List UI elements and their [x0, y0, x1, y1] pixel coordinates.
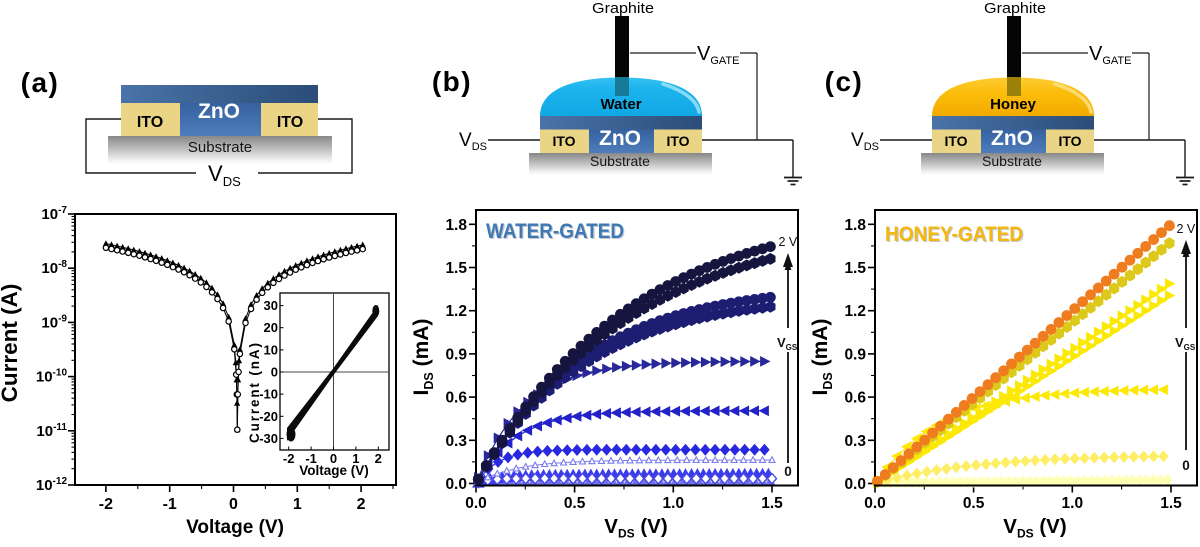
svg-text:ZnO: ZnO [198, 100, 240, 123]
svg-text:WATER-GATED: WATER-GATED [486, 220, 624, 243]
svg-text:Graphite: Graphite [984, 0, 1046, 17]
svg-text:0.0: 0.0 [844, 476, 866, 493]
svg-text:HONEY-GATED: HONEY-GATED [885, 223, 1023, 246]
svg-text:-30: -30 [259, 431, 278, 446]
svg-text:1: 1 [293, 496, 302, 513]
svg-text:Substrate: Substrate [982, 153, 1042, 169]
svg-text:1.8: 1.8 [445, 217, 467, 234]
svg-text:-20: -20 [259, 409, 278, 424]
svg-text:1.8: 1.8 [844, 217, 866, 234]
svg-text:(c): (c) [825, 66, 864, 97]
svg-text:VDS (V): VDS (V) [604, 515, 667, 541]
svg-text:0.6: 0.6 [445, 390, 467, 407]
svg-text:Current (A): Current (A) [0, 284, 22, 403]
svg-text:-2: -2 [283, 451, 295, 466]
svg-text:0.0: 0.0 [864, 495, 886, 512]
svg-text:0.9: 0.9 [844, 346, 866, 363]
svg-text:ZnO: ZnO [599, 127, 641, 150]
svg-text:-2: -2 [99, 496, 113, 513]
svg-text:(a): (a) [21, 67, 60, 98]
svg-text:Graphite: Graphite [592, 0, 654, 17]
svg-text:1: 1 [352, 451, 359, 466]
svg-text:1.5: 1.5 [1160, 495, 1182, 512]
svg-text:ZnO: ZnO [991, 127, 1033, 150]
svg-text:1.5: 1.5 [445, 260, 467, 277]
svg-text:0.3: 0.3 [844, 433, 866, 450]
svg-text:0.6: 0.6 [844, 390, 866, 407]
svg-text:ITO: ITO [552, 133, 575, 149]
svg-text:Voltage (V): Voltage (V) [186, 517, 284, 538]
svg-text:2 V: 2 V [1177, 222, 1196, 236]
svg-text:(b): (b) [432, 66, 472, 97]
svg-text:Water: Water [600, 96, 641, 113]
svg-text:1.0: 1.0 [1062, 495, 1084, 512]
svg-text:ITO: ITO [277, 114, 303, 131]
svg-text:Honey: Honey [990, 96, 1037, 113]
svg-text:0.9: 0.9 [445, 346, 467, 363]
svg-text:1.5: 1.5 [844, 260, 866, 277]
svg-text:ITO: ITO [137, 114, 163, 131]
svg-text:Current (nA): Current (nA) [247, 343, 262, 443]
svg-text:0: 0 [1182, 458, 1190, 473]
svg-text:ITO: ITO [1058, 133, 1081, 149]
svg-text:10: 10 [264, 342, 278, 357]
svg-text:1.5: 1.5 [761, 495, 783, 512]
svg-text:0: 0 [784, 464, 792, 479]
svg-text:Substrate: Substrate [590, 153, 650, 169]
svg-text:Voltage (V): Voltage (V) [299, 463, 369, 478]
svg-text:ITO: ITO [666, 133, 689, 149]
svg-text:0: 0 [330, 451, 337, 466]
svg-text:-1: -1 [163, 496, 177, 513]
svg-text:WATER-GATED: WATER-GATED [487, 221, 625, 244]
svg-text:0.5: 0.5 [564, 495, 586, 512]
svg-text:-10: -10 [259, 387, 278, 402]
svg-text:0.3: 0.3 [445, 433, 467, 450]
svg-text:-1: -1 [305, 451, 317, 466]
svg-text:0: 0 [271, 365, 278, 380]
svg-text:0.0: 0.0 [465, 495, 487, 512]
svg-text:0.5: 0.5 [963, 495, 985, 512]
svg-text:2: 2 [357, 496, 366, 513]
svg-text:0: 0 [229, 496, 238, 513]
svg-text:1.2: 1.2 [445, 303, 467, 320]
svg-text:VDS (V): VDS (V) [1003, 515, 1066, 541]
svg-text:30: 30 [264, 298, 278, 313]
svg-text:1.2: 1.2 [844, 303, 866, 320]
svg-text:Substrate: Substrate [188, 139, 252, 156]
svg-text:2 V: 2 V [779, 235, 798, 249]
svg-text:IDS (mA): IDS (mA) [410, 319, 436, 396]
svg-text:20: 20 [264, 320, 278, 335]
svg-text:2: 2 [375, 451, 382, 466]
svg-text:1.0: 1.0 [663, 495, 685, 512]
svg-text:0.0: 0.0 [445, 476, 467, 493]
svg-text:ITO: ITO [944, 133, 967, 149]
svg-text:HONEY-GATED: HONEY-GATED [886, 224, 1024, 247]
